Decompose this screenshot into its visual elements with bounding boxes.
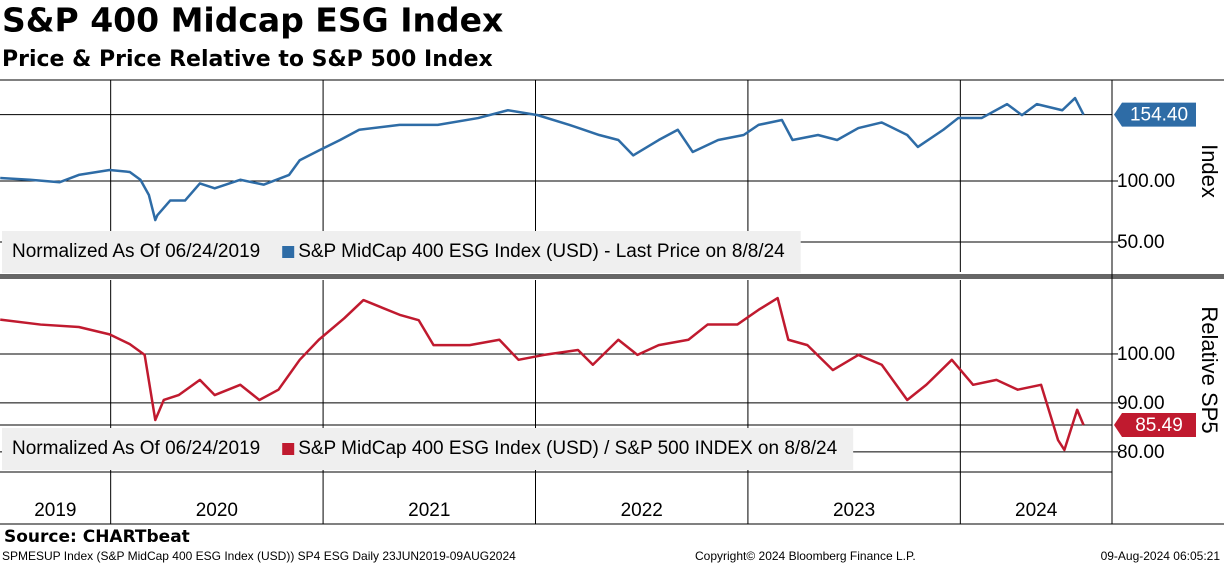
data-line [0,96,1085,222]
y-tick-label: 100.00 [1117,171,1175,192]
copyright: Copyright© 2024 Bloomberg Finance L.P. [695,549,916,563]
x-tick-label: 2020 [196,500,238,521]
legend-box [2,428,854,470]
footer-description: SPMESUP Index (S&P MidCap 400 ESG Index … [2,549,516,563]
legend-note: Normalized As Of 06/24/2019 [12,438,260,459]
x-tick-label: 2022 [621,500,663,521]
y-axis-title: Relative SP5 [1197,306,1222,433]
y-axis-title: Index [1197,144,1222,198]
panel-separator [0,274,1224,279]
y-tick-label: 90.00 [1117,393,1165,414]
y-tick-label: 50.00 [1117,232,1165,253]
title: S&P 400 Midcap ESG Index [2,1,503,40]
timestamp: 09-Aug-2024 06:05:21 [1101,549,1221,563]
legend-swatch [282,246,295,258]
x-tick-label: 2019 [34,500,76,521]
legend-box [2,231,801,273]
legend-entry: S&P MidCap 400 ESG Index (USD) - Last Pr… [298,241,785,262]
source: Source: CHARTbeat [4,527,190,547]
last-value-box [1114,412,1196,437]
last-value-box [1114,102,1196,127]
data-line [0,296,1085,452]
subtitle: Price & Price Relative to S&P 500 Index [2,47,493,72]
x-tick-label: 2024 [1015,500,1058,521]
legend-note: Normalized As Of 06/24/2019 [12,241,260,262]
x-tick-label: 2021 [408,500,450,521]
x-tick-label: 2023 [833,500,875,521]
legend-entry: S&P MidCap 400 ESG Index (USD) / S&P 500… [298,438,837,459]
y-tick-label: 100.00 [1117,344,1175,365]
last-value-label: 85.49 [1135,415,1183,436]
legend-swatch [282,443,295,455]
y-tick-label: 80.00 [1117,442,1165,463]
last-value-label: 154.40 [1130,105,1188,126]
